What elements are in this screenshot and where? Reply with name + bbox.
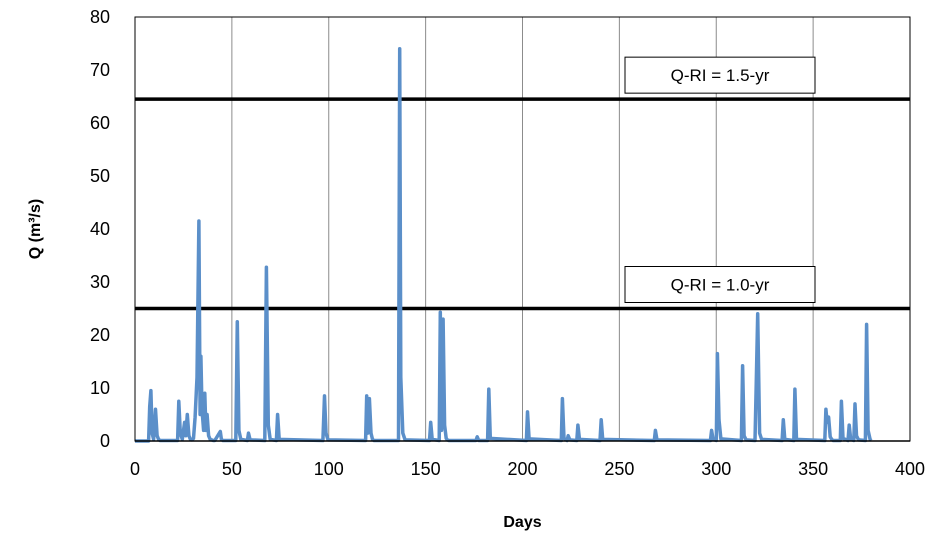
tick-labels: 0 50 100 150 200 250 300 350 400 0 10 20 30 40 50 60 70 8… bbox=[90, 7, 925, 479]
x-tick-label: 400 bbox=[895, 459, 925, 479]
x-tick-label: 50 bbox=[222, 459, 242, 479]
y-tick-label: 0 bbox=[100, 431, 110, 451]
y-tick-label: 50 bbox=[90, 166, 110, 186]
y-tick-label: 80 bbox=[90, 7, 110, 27]
x-axis-label: Days bbox=[503, 514, 541, 531]
threshold-lines bbox=[135, 97, 910, 311]
y-tick-label: 70 bbox=[90, 60, 110, 80]
y-tick-label: 20 bbox=[90, 325, 110, 345]
plot-frame bbox=[134, 16, 911, 442]
x-tick-label: 100 bbox=[314, 459, 344, 479]
threshold-label-0: Q-RI = 1.5-yr bbox=[671, 66, 770, 85]
x-tick-label: 250 bbox=[604, 459, 634, 479]
x-tick-label: 300 bbox=[701, 459, 731, 479]
x-tick-label: 200 bbox=[507, 459, 537, 479]
y-tick-label: 30 bbox=[90, 272, 110, 292]
x-tick-label: 0 bbox=[130, 459, 140, 479]
threshold-label-1: Q-RI = 1.0-yr bbox=[671, 276, 770, 295]
threshold-label-box-0 bbox=[624, 56, 816, 94]
series-line-0 bbox=[135, 47, 873, 443]
y-tick-label: 10 bbox=[90, 378, 110, 398]
threshold-label-box-1 bbox=[624, 266, 816, 303]
threshold-labels: Q-RI = 1.5-yr Q-RI = 1.0-yr bbox=[624, 56, 816, 303]
x-tick-label: 150 bbox=[411, 459, 441, 479]
y-tick-label: 60 bbox=[90, 113, 110, 133]
y-axis-label: Q (m³/s) bbox=[27, 199, 44, 259]
y-tick-label: 40 bbox=[90, 219, 110, 239]
x-tick-label: 350 bbox=[798, 459, 828, 479]
